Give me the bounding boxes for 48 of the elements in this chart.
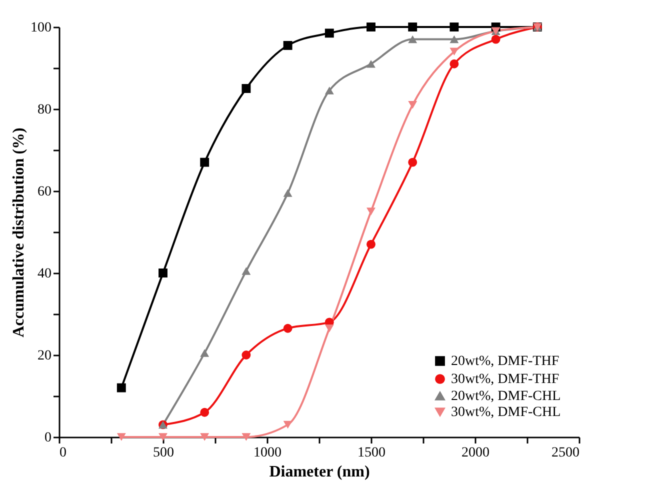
legend-label: 30wt%, DMF-CHL xyxy=(451,405,561,420)
point xyxy=(283,189,292,197)
point xyxy=(200,433,210,441)
legend-label: 30wt%, DMF-THF xyxy=(451,372,560,387)
point xyxy=(242,84,251,93)
point xyxy=(283,40,292,50)
point xyxy=(491,34,500,44)
point xyxy=(408,101,418,109)
y-tick-label: 80 xyxy=(38,102,52,118)
point xyxy=(116,433,126,441)
y-tick-label: 20 xyxy=(38,348,52,364)
point xyxy=(200,408,210,417)
point xyxy=(200,158,210,167)
x-axis-title: Diameter (nm) xyxy=(269,464,370,480)
point xyxy=(450,35,459,44)
point xyxy=(200,349,210,357)
point xyxy=(158,268,168,278)
y-tick-label: 40 xyxy=(38,266,52,282)
point xyxy=(408,35,418,44)
legend-label: 20wt%, DMF-THF xyxy=(451,354,560,369)
point xyxy=(116,383,126,392)
y-axis-title: Accumulative distribution (%) xyxy=(10,128,28,338)
x-tick-label: 500 xyxy=(153,446,174,460)
point xyxy=(450,59,459,68)
x-tick-label: 2000 xyxy=(462,446,490,460)
point xyxy=(324,28,334,38)
point xyxy=(450,22,459,32)
y-tick-label: 0 xyxy=(44,430,52,446)
x-tick-label: 1000 xyxy=(254,446,282,460)
point xyxy=(242,433,251,441)
x-tick-label: 2500 xyxy=(552,446,580,460)
point xyxy=(366,208,376,216)
point xyxy=(408,22,418,32)
x-tick-label: 0 xyxy=(60,446,66,460)
point xyxy=(366,60,376,68)
point xyxy=(408,158,418,167)
y-tick-label: 60 xyxy=(38,184,52,200)
legend-label: 20wt%, DMF-CHL xyxy=(451,389,561,404)
x-tick-label: 1500 xyxy=(358,446,386,460)
point xyxy=(283,324,292,333)
point xyxy=(366,22,376,32)
point xyxy=(242,350,251,360)
point xyxy=(158,433,168,441)
point xyxy=(324,324,334,332)
y-tick-label: 100 xyxy=(30,20,52,36)
point xyxy=(366,240,376,249)
point xyxy=(324,86,334,94)
point xyxy=(242,267,251,275)
